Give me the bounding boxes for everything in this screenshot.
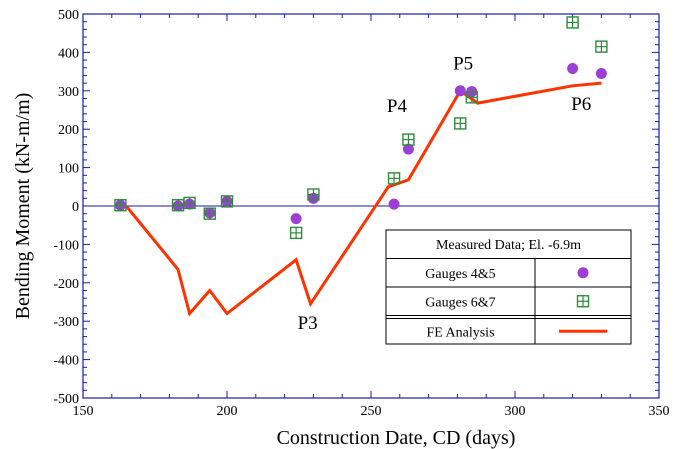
- y-tick-label: 100: [58, 162, 79, 177]
- legend: Measured Data; El. -6.9m Gauges 4&5 Gauges…: [385, 229, 632, 345]
- gauges-6-7-point: [183, 196, 196, 210]
- legend-label: Gauges 4&5: [425, 267, 495, 282]
- phase-label-p5: P5: [453, 54, 473, 75]
- data-series: [114, 16, 608, 317]
- gauges-4-5-point: [454, 85, 466, 97]
- phase-label-p6: P6: [571, 94, 591, 115]
- y-tick-label: -500: [53, 392, 79, 407]
- gauges-4-5-point: [290, 213, 302, 225]
- y-tick-label: -400: [53, 354, 79, 369]
- x-tick-label: 300: [505, 404, 526, 419]
- gauges-6-7-point: [454, 117, 467, 130]
- y-tick-label: 400: [58, 46, 79, 61]
- annotations: P3 P4 P5 P6: [298, 54, 592, 334]
- gauges-4-5-point: [567, 63, 579, 75]
- gauges-6-7-point: [465, 91, 478, 104]
- y-tick-label: 500: [58, 8, 79, 23]
- legend-square-marker: [576, 295, 590, 308]
- y-tick-label: 0: [72, 200, 79, 215]
- y-tick-label: 200: [58, 123, 79, 138]
- x-tick-label: 250: [361, 404, 382, 419]
- gauges-6-7-point: [566, 16, 579, 29]
- legend-label: Gauges 6&7: [425, 295, 495, 310]
- legend-label: FE Analysis: [426, 325, 494, 340]
- y-tick-label: -300: [53, 315, 79, 330]
- x-axis-title: Construction Date, CD (days): [277, 427, 516, 449]
- legend-title: Measured Data; El. -6.9m: [436, 238, 581, 253]
- phase-label-p3: P3: [298, 313, 318, 334]
- gauges-6-7-point: [307, 188, 320, 201]
- gauges-6-7-point: [114, 199, 127, 212]
- x-tick-label: 350: [649, 404, 670, 419]
- y-tick-label: 300: [58, 85, 79, 100]
- gauges-6-7-point: [595, 40, 608, 53]
- gauges-6-7-point: [220, 195, 234, 208]
- x-tick-label: 200: [217, 404, 238, 419]
- gauges-6-7-point: [289, 226, 303, 240]
- gauges-4-5-point: [595, 68, 607, 80]
- gauges-6-7-point: [402, 133, 415, 146]
- ticks: 150 200 250 300 350 -500 -400 -300 -200 -100 0 100 2…: [53, 8, 669, 419]
- y-axis-title: Bending Moment (kN-m/m): [12, 93, 34, 320]
- gauges-4-5-point: [402, 143, 414, 155]
- gauges-6-7-point: [203, 207, 216, 220]
- legend-circle-marker: [577, 267, 589, 279]
- gauges-4-5-point: [388, 198, 400, 210]
- gauges-6-7-point: [387, 172, 401, 185]
- y-tick-label: -100: [53, 238, 79, 253]
- y-tick-label: -200: [53, 277, 79, 292]
- phase-label-p4: P4: [387, 96, 408, 117]
- x-tick-label: 150: [73, 404, 94, 419]
